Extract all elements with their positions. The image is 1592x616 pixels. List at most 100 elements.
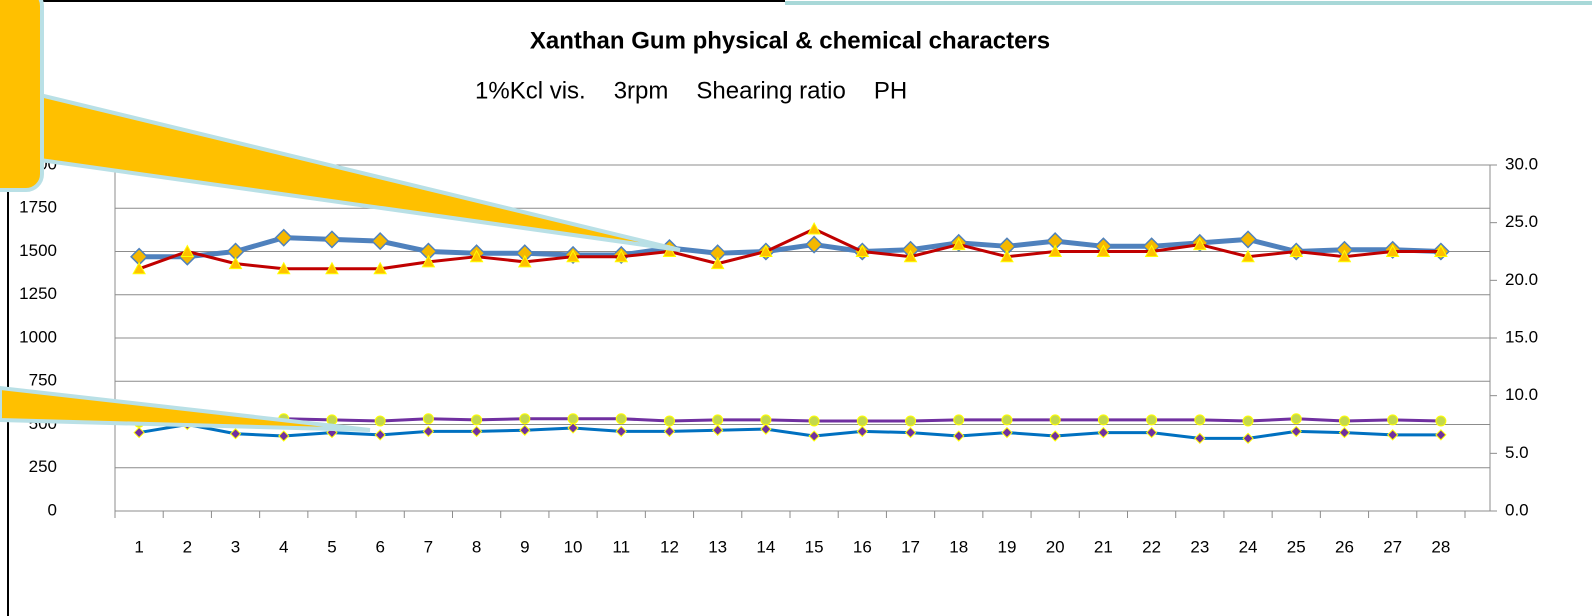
x-tick-label: 5 (327, 537, 336, 556)
x-tick-label: 13 (708, 537, 727, 556)
x-tick-label: 1 (134, 537, 143, 556)
x-tick-label: 17 (901, 537, 920, 556)
marker (857, 426, 867, 436)
marker (1195, 415, 1205, 425)
marker (1291, 414, 1301, 424)
x-tick-label: 21 (1094, 537, 1113, 556)
marker (616, 414, 626, 424)
y-tick-label: 1250 (19, 284, 57, 303)
callouts (0, 0, 680, 430)
marker (1002, 415, 1012, 425)
marker (906, 428, 916, 438)
x-tick-label: 26 (1335, 537, 1354, 556)
x-tick-label: 3 (231, 537, 240, 556)
x-tick-label: 11 (612, 537, 630, 556)
x-tick-label: 28 (1431, 537, 1450, 556)
marker (1388, 430, 1398, 440)
y2-tick-label: 30.0 (1505, 154, 1538, 173)
x-tick-label: 9 (520, 537, 529, 556)
marker (1243, 416, 1253, 426)
marker (134, 428, 144, 438)
x-tick-label: 22 (1142, 537, 1161, 556)
x-tick-label: 20 (1046, 537, 1065, 556)
y2-tick-label: 10.0 (1505, 385, 1538, 404)
marker (1240, 231, 1256, 247)
x-tick-label: 16 (853, 537, 872, 556)
y2-tick-label: 0.0 (1505, 500, 1529, 519)
marker (808, 223, 820, 234)
x-tick-label: 4 (279, 537, 288, 556)
callout-arrow (40, 95, 680, 250)
marker (1195, 433, 1205, 443)
marker (568, 414, 578, 424)
legend-entry: PH (874, 77, 907, 104)
marker (375, 416, 385, 426)
marker (1098, 428, 1108, 438)
marker (520, 425, 530, 435)
y-tick-label: 1750 (19, 198, 57, 217)
marker (664, 426, 674, 436)
marker (520, 414, 530, 424)
page: Xanthan Gum physical & chemical characte… (0, 0, 1592, 616)
x-tick-label: 2 (183, 537, 192, 556)
marker (1050, 431, 1060, 441)
x-tick-label: 24 (1239, 537, 1258, 556)
marker (375, 430, 385, 440)
y2-tick-label: 20.0 (1505, 270, 1538, 289)
y2-tick-label: 25.0 (1505, 212, 1538, 231)
marker (423, 426, 433, 436)
marker (806, 237, 822, 253)
marker (809, 431, 819, 441)
y-tick-label: 750 (29, 371, 57, 390)
callout-box (0, 0, 42, 190)
marker (954, 415, 964, 425)
marker (423, 414, 433, 424)
marker (231, 429, 241, 439)
x-tick-label: 7 (424, 537, 433, 556)
x-tick-label: 23 (1190, 537, 1209, 556)
legend-entry: 3rpm (614, 77, 669, 104)
marker (1002, 428, 1012, 438)
x-tick-label: 18 (949, 537, 968, 556)
marker (616, 426, 626, 436)
marker (954, 431, 964, 441)
marker (857, 416, 867, 426)
plot: 0250500750100012501500175020000.05.010.0… (19, 154, 1538, 556)
marker (472, 426, 482, 436)
marker (906, 416, 916, 426)
marker (472, 415, 482, 425)
marker (1339, 428, 1349, 438)
marker (809, 416, 819, 426)
marker (1436, 430, 1446, 440)
y2-tick-label: 5.0 (1505, 443, 1529, 462)
x-tick-label: 8 (472, 537, 481, 556)
marker (276, 230, 292, 246)
y2-tick-label: 15.0 (1505, 327, 1538, 346)
marker (1436, 416, 1446, 426)
marker (761, 424, 771, 434)
legend-entry: 1%Kcl vis. (475, 77, 586, 104)
marker (1339, 416, 1349, 426)
chart: Xanthan Gum physical & chemical characte… (0, 0, 1592, 616)
marker (713, 415, 723, 425)
x-tick-label: 6 (375, 537, 384, 556)
x-tick-label: 14 (756, 537, 775, 556)
marker (372, 233, 388, 249)
marker (1098, 415, 1108, 425)
x-tick-label: 27 (1383, 537, 1402, 556)
y-tick-label: 1500 (19, 241, 57, 260)
marker (1147, 428, 1157, 438)
marker (1291, 426, 1301, 436)
marker (1243, 433, 1253, 443)
marker (324, 231, 340, 247)
marker (1147, 415, 1157, 425)
chart-title: Xanthan Gum physical & chemical characte… (530, 27, 1050, 54)
x-tick-label: 10 (564, 537, 583, 556)
marker (1050, 415, 1060, 425)
x-tick-label: 12 (660, 537, 679, 556)
marker (279, 431, 289, 441)
x-tick-label: 25 (1287, 537, 1306, 556)
marker (664, 416, 674, 426)
marker (761, 415, 771, 425)
x-tick-label: 15 (805, 537, 824, 556)
